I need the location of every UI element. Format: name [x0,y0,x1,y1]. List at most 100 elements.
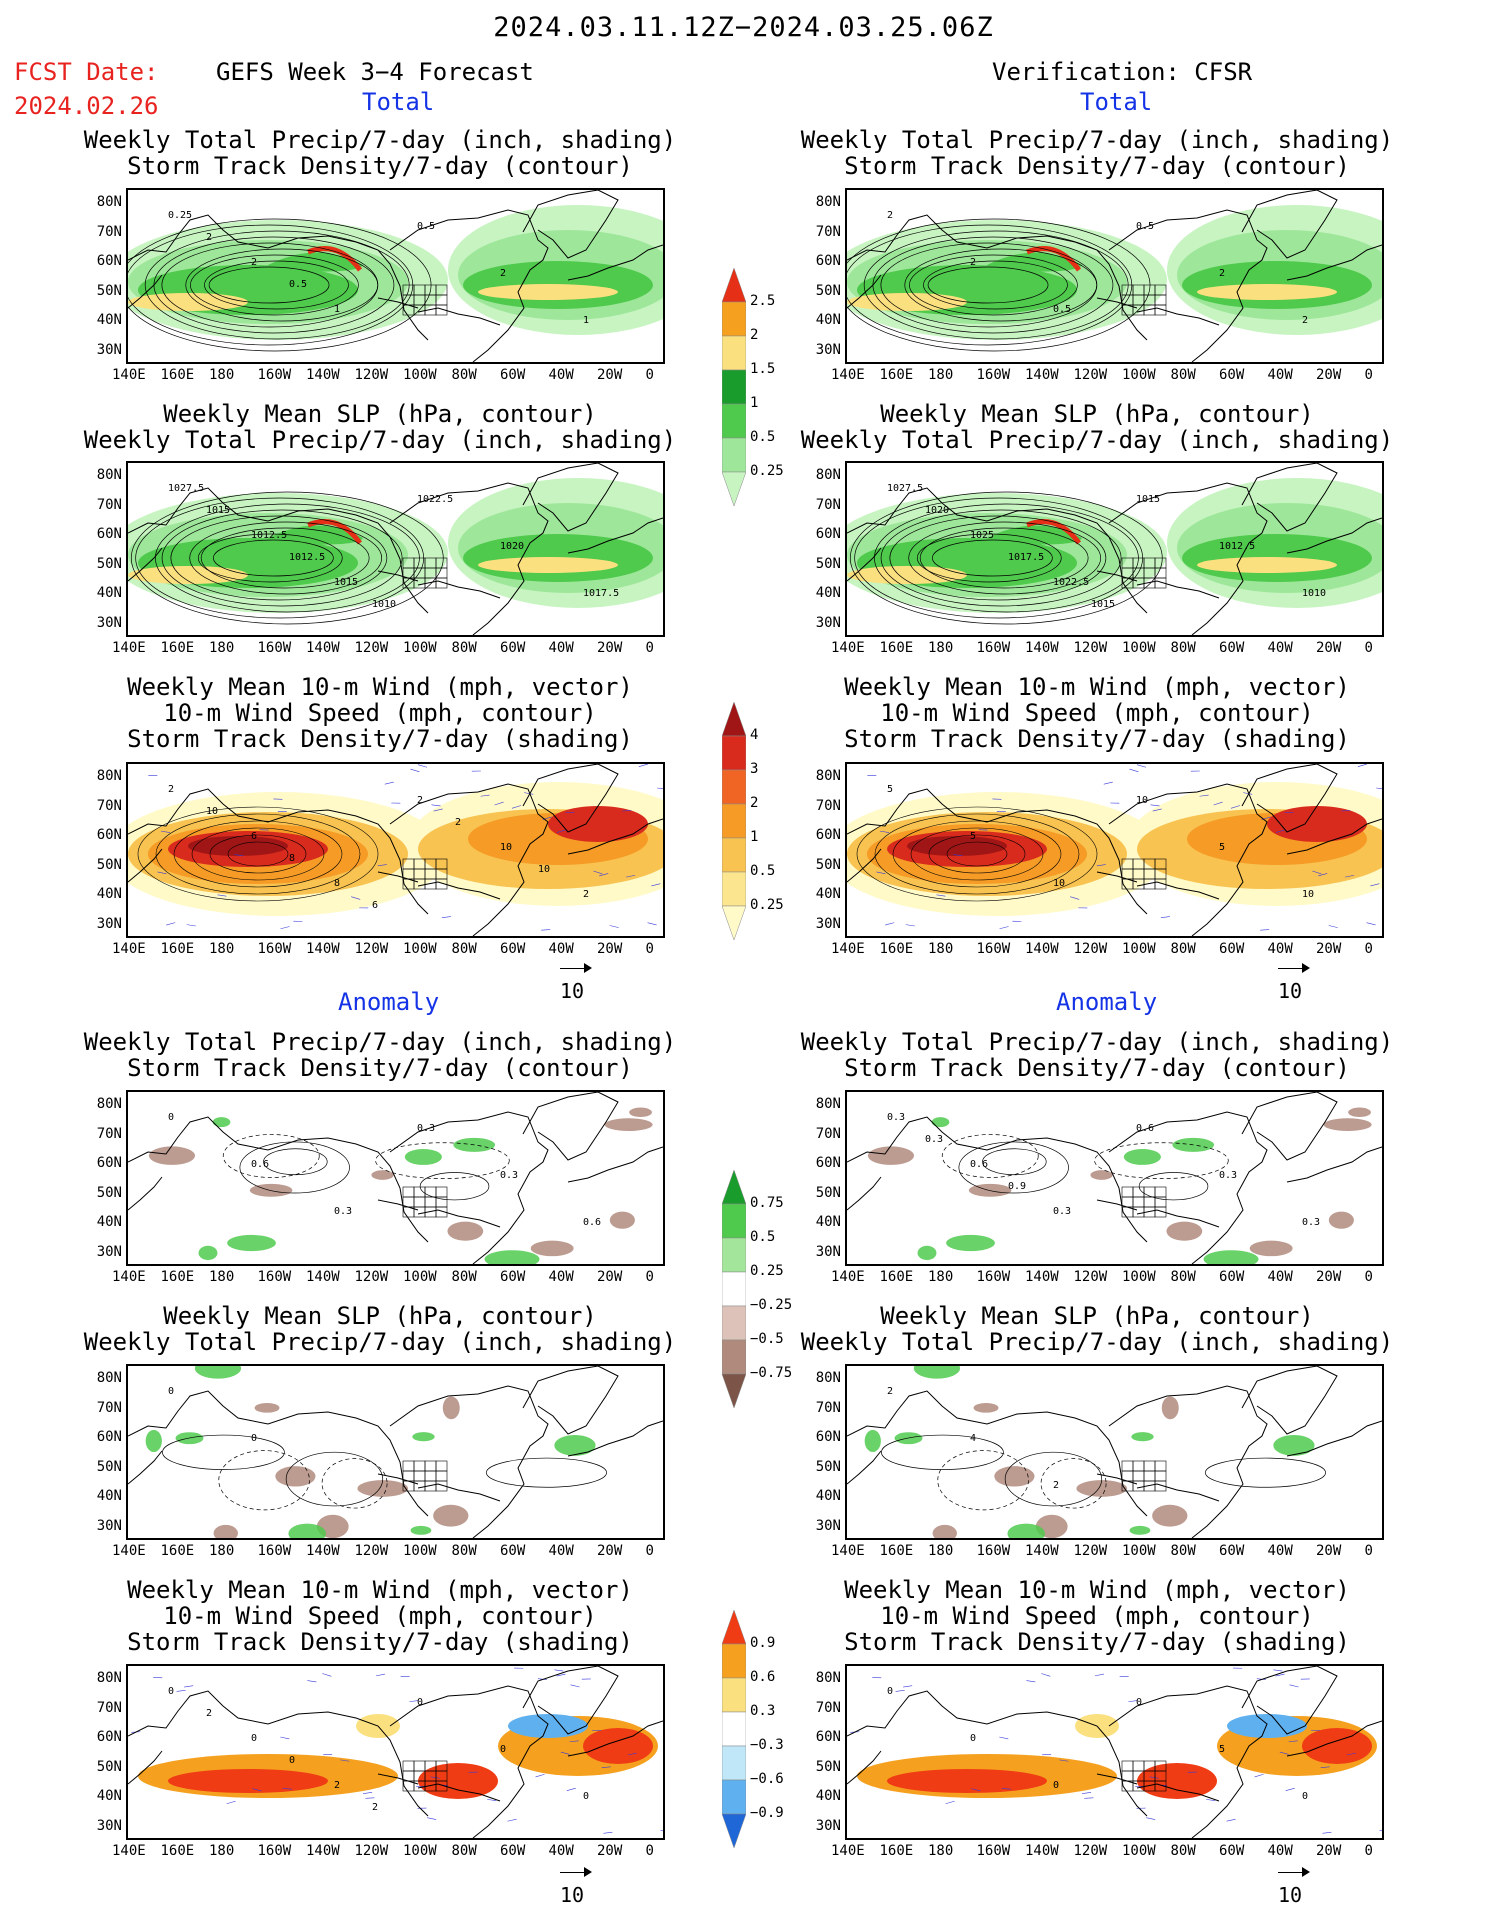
wind-vector [627,1752,637,1756]
lat-label: 40N [815,312,841,328]
contour-label: 10 [1136,795,1148,806]
contour-label: 8 [334,878,340,889]
coastline [417,881,501,900]
lon-label: 140W [1025,640,1059,656]
wind-vector [1322,1831,1332,1834]
lon-label: 100W [1122,1843,1156,1859]
fc-total-precip-map: 0.25 2 1 0.5 2 1 2 0.5 [126,188,665,364]
colorbar-label: 2.5 [750,293,776,309]
colorbar-segment [722,369,746,405]
lon-label: 160W [976,1543,1011,1559]
lon-label: 180 [209,367,235,383]
vf-total-precip-title-2: Storm Track Density/7-day (contour) [844,152,1350,180]
shading-blob [307,246,363,272]
lon-label: 100W [403,640,437,656]
contour-line [932,539,1053,577]
contour-label: 0 [168,1686,174,1697]
coastline [377,570,419,582]
lon-label: 100W [1122,367,1156,383]
coastline [847,788,1148,915]
state-boundary [1121,1760,1134,1772]
shading-blob [847,293,967,311]
colorbar-label: 0.5 [750,1229,776,1245]
colorbar-label: −0.3 [750,1737,784,1753]
state-boundary [402,1760,415,1772]
shading-blob [128,566,248,584]
coastline [1096,1773,1138,1785]
state-boundary [413,1206,426,1218]
vf-anom-slp-map: 2 4 2 [845,1364,1384,1540]
lon-label: 140E [831,1843,865,1859]
contour-label: 1010 [372,599,396,610]
lon-label: 160E [160,941,195,957]
coastline [128,487,429,614]
shading-blob [583,1728,653,1764]
wind-vector [879,830,890,833]
vector-ref-label: 10 [560,1883,585,1907]
coastline [847,1690,1148,1817]
coastline [1096,1199,1138,1211]
wind-vector [433,808,443,812]
contour-line [191,827,325,881]
lat-label: 40N [815,1788,841,1804]
lon-label: 180 [928,640,954,656]
lat-label: 40N [96,585,122,601]
state-boundary [424,1470,437,1482]
state-boundary [413,1760,426,1772]
vector-ref-vf-total: 10 [1278,963,1310,1003]
contour-line [190,254,359,316]
state-boundary [435,304,448,316]
contour-label: 1012.5 [289,552,325,563]
contour-line [263,1148,328,1176]
contour-label: 10 [500,842,512,853]
contour-label: 1012.5 [1219,541,1255,552]
coastline [1286,1420,1382,1457]
wind-vector [427,1817,437,1820]
shading-blob [412,1432,435,1442]
lat-label: 50N [96,1758,122,1775]
lon-label: 40W [1267,367,1293,383]
wind-vector [647,922,657,926]
vf-total-slp-plot: 1027.510251022.510151012.5101010201017.5… [847,463,1382,635]
coastline [1286,517,1382,554]
wind-vector [971,1788,981,1792]
coastline [128,547,163,582]
lat-label: 50N [96,856,122,873]
wind-vector [1152,808,1162,812]
vf-total-wind-plot: 5 5 10 10 5 10 [847,764,1382,936]
wind-vector [556,829,567,833]
colorbar-segment [722,1373,746,1409]
lon-label: 80W [451,941,477,957]
arrow-icon [1278,1867,1310,1883]
shading-blob [145,1429,162,1453]
lon-label: 160W [976,367,1011,383]
state-boundary [1154,1186,1167,1198]
wind-vector [157,871,167,875]
lat-label: 30N [96,341,122,358]
lon-label: 20W [597,367,623,383]
coastline [417,1209,501,1228]
contour-label: 2 [500,268,506,279]
lon-label: 40W [548,1843,574,1859]
lon-label: 120W [354,941,389,957]
contour-line [173,820,343,888]
lon-label: 100W [403,367,437,383]
contour-label: 0 [251,1733,257,1744]
arrow-icon [560,1867,592,1883]
shading-blob [1090,1170,1113,1180]
shading-blob [213,1524,238,1538]
contour-label: 4 [970,1433,976,1444]
contour-line [419,1172,490,1201]
contour-label: 1020 [500,541,524,552]
fc-anom-wind-title-3: Storm Track Density/7-day (shading) [127,1628,633,1656]
lat-label: 30N [96,1517,122,1534]
coastline [377,1473,419,1485]
lon-label: 20W [1316,1843,1342,1859]
colorbar-segment [722,1170,746,1205]
contour-label: 1020 [925,505,949,516]
vf-anom-precip-title-2: Storm Track Density/7-day (contour) [844,1054,1350,1082]
shading-blob [227,1234,276,1252]
colorbar-label: −0.25 [750,1297,793,1313]
colorbar-segment [722,1779,746,1815]
shading-blob [404,1148,442,1165]
